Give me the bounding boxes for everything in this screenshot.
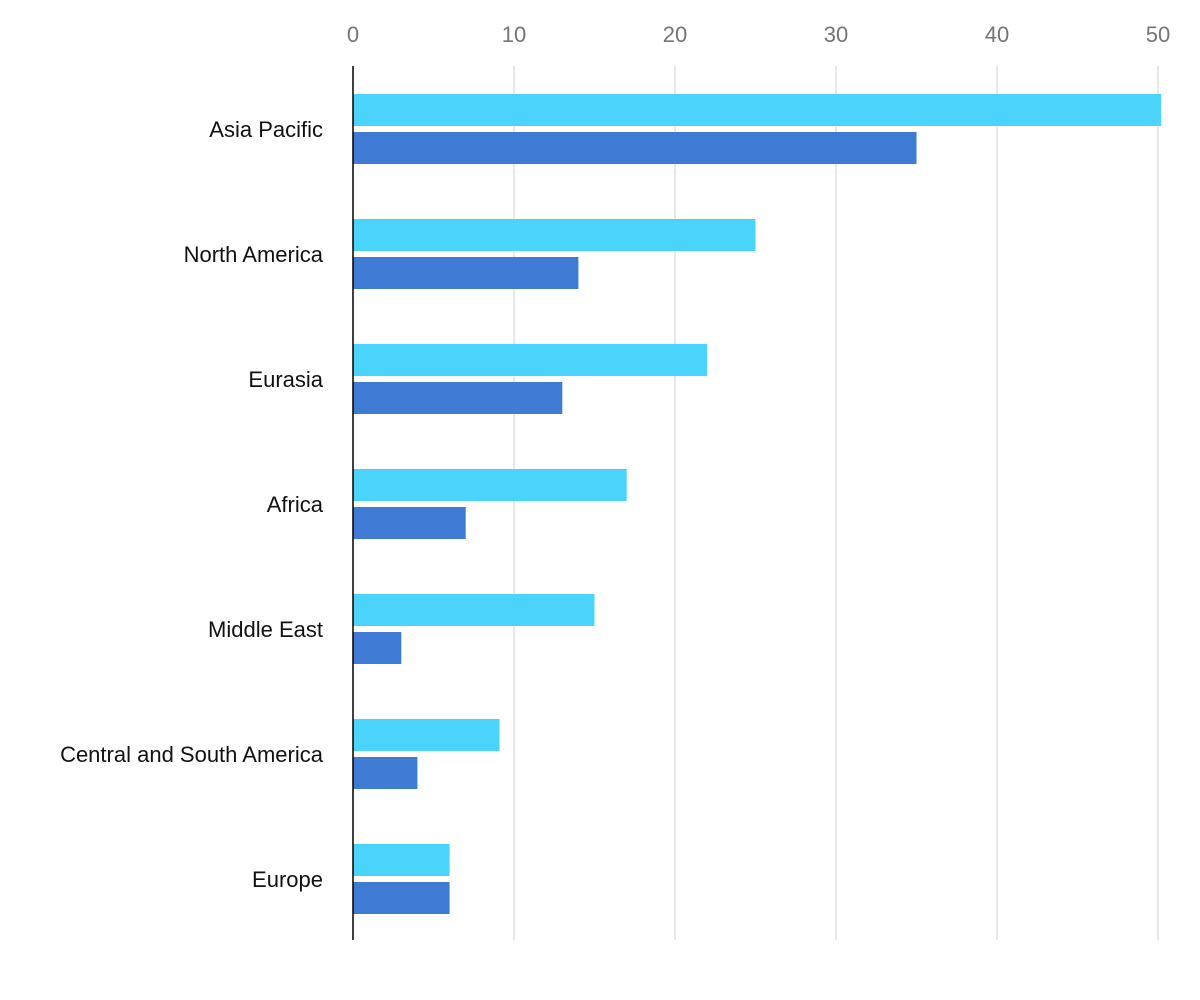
bar-dark-europe: [353, 882, 450, 914]
category-label: North America: [184, 242, 324, 267]
x-tick-label: 0: [347, 22, 359, 47]
bar-dark-eurasia: [353, 382, 563, 414]
category-label: Middle East: [208, 617, 323, 642]
x-tick-label: 30: [824, 22, 848, 47]
bar-dark-asia-pacific: [353, 132, 917, 164]
bar-light-eurasia: [353, 344, 708, 376]
bar-light-middle-east: [353, 594, 595, 626]
bar-light-europe: [353, 844, 450, 876]
bar-dark-africa: [353, 507, 466, 539]
category-label: Europe: [252, 867, 323, 892]
category-label: Eurasia: [248, 367, 323, 392]
bar-dark-middle-east: [353, 632, 402, 664]
bar-light-africa: [353, 469, 627, 501]
category-labels: Asia Pacific North America Eurasia Africa Mi…: [60, 117, 324, 892]
bars: [353, 94, 1162, 914]
category-label: Central and South America: [60, 742, 324, 767]
bar-dark-north-america: [353, 257, 579, 289]
x-tick-label: 20: [663, 22, 687, 47]
gridlines: [513, 66, 1159, 940]
value-axis-ticks: 0 10 20 30 40 50: [347, 22, 1170, 47]
bar-light-north-america: [353, 219, 756, 251]
x-tick-label: 10: [502, 22, 526, 47]
bar-light-asia-pacific: [353, 94, 1162, 126]
category-label: Asia Pacific: [209, 117, 323, 142]
x-tick-label: 40: [985, 22, 1009, 47]
x-tick-label: 50: [1146, 22, 1170, 47]
bar-dark-central-and-south-america: [353, 757, 418, 789]
category-label: Africa: [267, 492, 324, 517]
bar-light-central-and-south-america: [353, 719, 500, 751]
